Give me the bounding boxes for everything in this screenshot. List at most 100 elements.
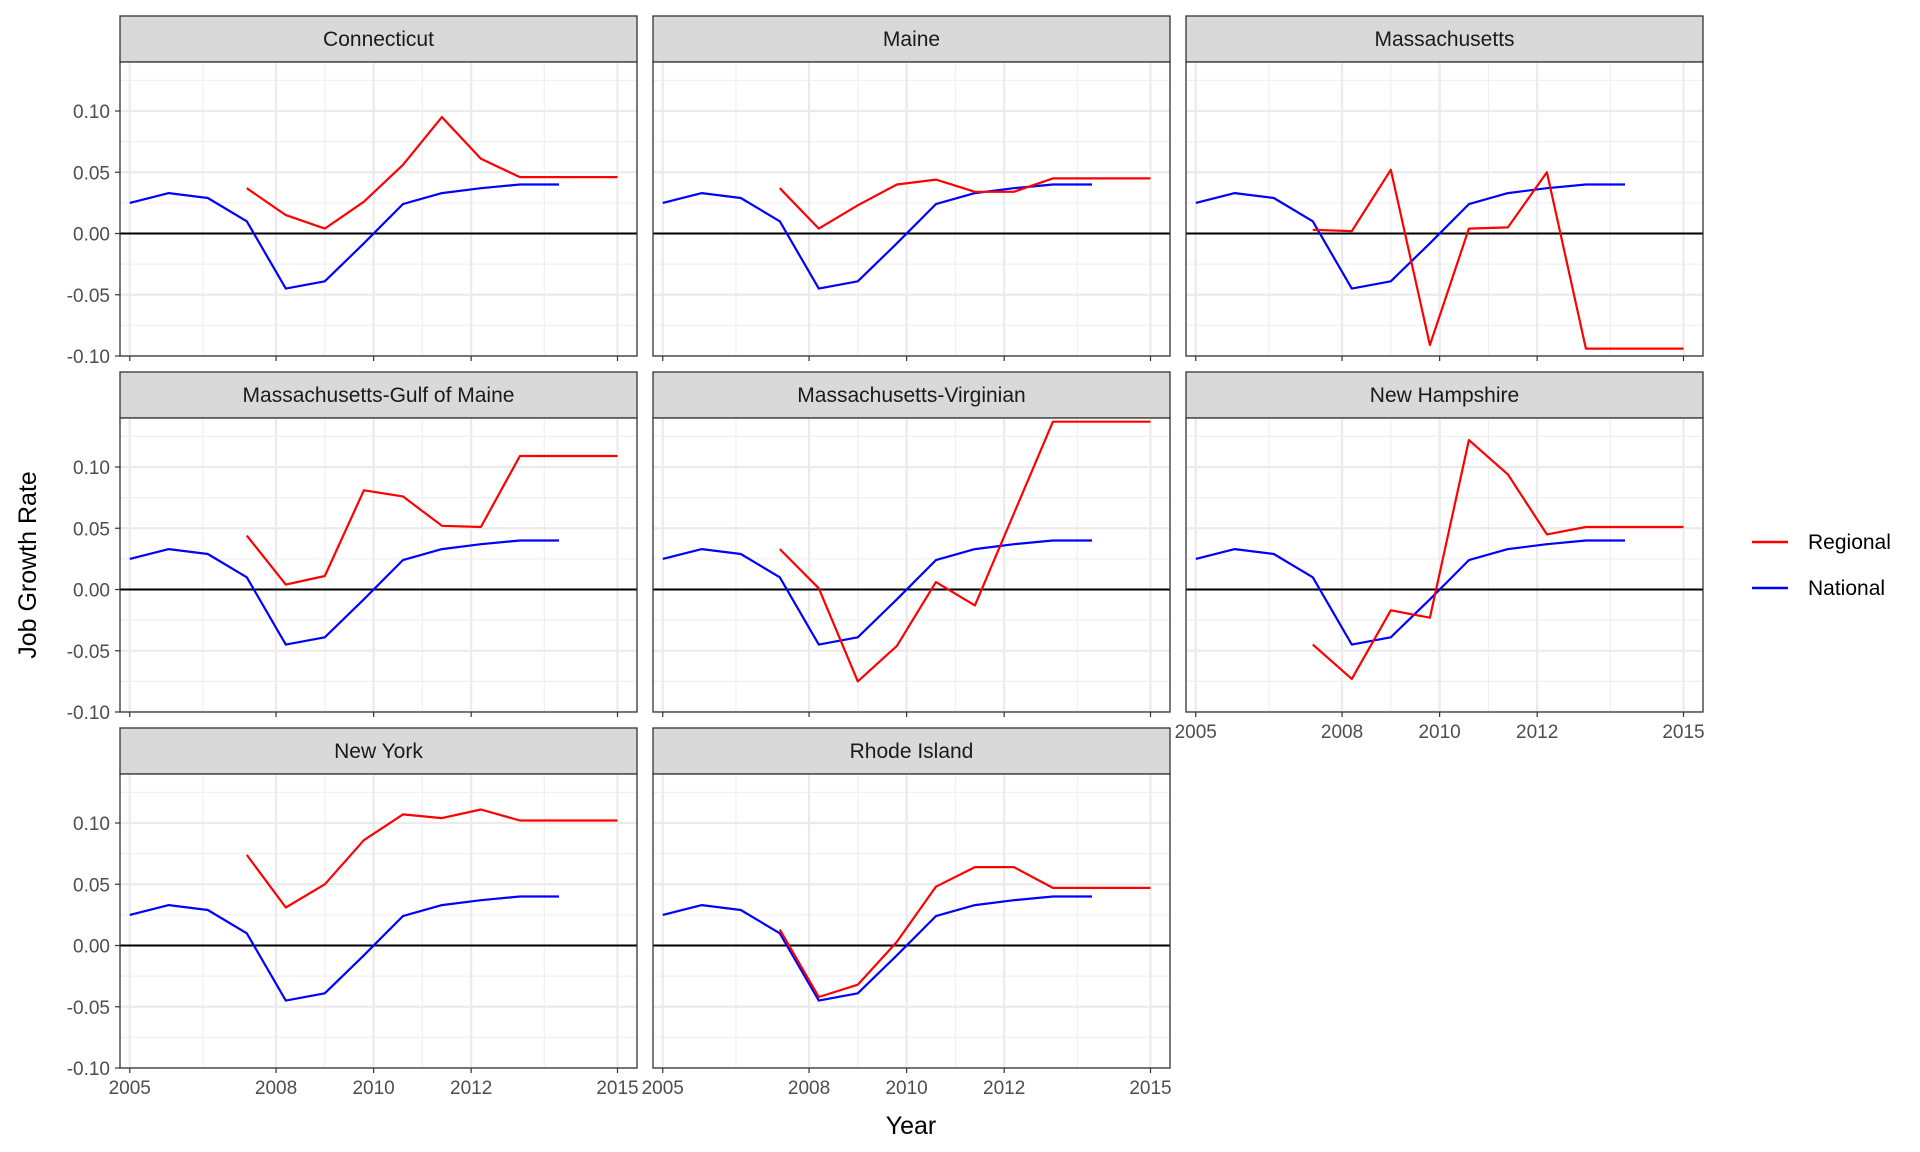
- panel-strip: [119, 727, 638, 775]
- x-tick-label: 2012: [450, 1078, 492, 1099]
- x-tick-label: 2008: [255, 1078, 297, 1099]
- panel-title: Connecticut: [323, 28, 434, 51]
- panel-border: [652, 417, 1171, 713]
- national-series-line: [129, 539, 559, 646]
- x-axis-title: Year: [886, 1112, 937, 1140]
- panel-new-york: New York 2005 2008 2010 2012 2015 -0.10 -0.05 0.…: [67, 727, 639, 1099]
- regional-series-line: [246, 115, 618, 230]
- panel-border: [652, 773, 1171, 1069]
- legend: Regional National: [1752, 531, 1891, 600]
- x-tick-label: 2010: [352, 1078, 394, 1099]
- plot-area: [653, 62, 1170, 356]
- panel-strip: [1185, 371, 1704, 419]
- x-tick-label: 2012: [1516, 722, 1558, 743]
- panel-title: Massachusetts: [1374, 28, 1514, 51]
- y-tick-label: 0.00: [73, 225, 110, 246]
- panel-massachusetts-gulf-of-maine: Massachusetts-Gulf of Maine -0.10 -0.05 0.0…: [67, 371, 638, 724]
- panel-maine: Maine: [652, 15, 1171, 361]
- plot-area: [120, 62, 637, 356]
- y-tick-label: 0.10: [73, 458, 110, 479]
- regional-series-line: [779, 177, 1151, 230]
- y-tick-label: -0.10: [67, 1059, 110, 1080]
- series-lines: [129, 454, 618, 646]
- y-tick-label: 0.10: [73, 814, 110, 835]
- plot-area: [1186, 62, 1703, 356]
- plot-area: [120, 774, 637, 1068]
- x-tick-label: 2010: [1418, 722, 1460, 743]
- series-lines: [129, 808, 618, 1002]
- plot-area: [1186, 418, 1703, 712]
- panel-rhode-island: Rhode Island 2005 2008 2010 2012 2015: [642, 727, 1172, 1099]
- plot-area: [653, 418, 1170, 712]
- panel-strip: [119, 15, 638, 63]
- panel-border: [1185, 417, 1704, 713]
- plot-area: [120, 418, 637, 712]
- panel-massachusetts: Massachusetts: [1185, 15, 1704, 361]
- national-series-line: [1195, 539, 1625, 646]
- x-tick-label: 2012: [983, 1078, 1025, 1099]
- regional-series-line: [245, 808, 618, 909]
- panel-strip: [652, 727, 1171, 775]
- series-lines: [662, 865, 1151, 1002]
- panel-title: New Hampshire: [1370, 384, 1519, 407]
- x-tick-label: 2005: [109, 1078, 151, 1099]
- series-lines: [1195, 168, 1684, 350]
- panel-title: Massachusetts-Gulf of Maine: [243, 384, 515, 407]
- national-series-line: [129, 895, 559, 1002]
- grid-lines: [1186, 418, 1703, 712]
- national-series-line: [662, 183, 1092, 290]
- y-tick-label: 0.05: [73, 163, 110, 184]
- series-lines: [129, 115, 618, 290]
- national-series-line: [129, 183, 559, 290]
- national-series-line: [662, 539, 1092, 646]
- panel-border: [119, 773, 638, 1069]
- x-tick-label: 2008: [788, 1078, 830, 1099]
- legend-label-national: National: [1808, 577, 1885, 600]
- y-tick-label: 0.00: [73, 937, 110, 958]
- y-tick-label: 0.10: [73, 102, 110, 123]
- panel-title: New York: [334, 740, 423, 763]
- regional-series-line: [1312, 168, 1684, 350]
- y-axis-title: Job Growth Rate: [14, 471, 42, 659]
- grid-lines: [653, 418, 1170, 712]
- regional-series-line: [778, 865, 1151, 999]
- x-tick-label: 2015: [1662, 722, 1704, 743]
- regional-series-line: [245, 454, 618, 586]
- panel-title: Maine: [883, 28, 940, 51]
- facet-panels: Connecticut -0.10 -0.05 0.00 0.05 0.10 Maine Ma…: [67, 15, 1705, 1099]
- y-tick-label: -0.05: [67, 998, 110, 1019]
- series-lines: [662, 177, 1151, 290]
- panel-title: Massachusetts-Virginian: [797, 384, 1025, 407]
- panel-border: [119, 417, 638, 713]
- panel-new-hampshire: New Hampshire 2005 2008 2010 2012 2015: [1175, 371, 1705, 743]
- y-tick-label: 0.05: [73, 519, 110, 540]
- panel-border: [119, 61, 638, 357]
- y-tick-label: -0.05: [67, 642, 110, 663]
- x-tick-label: 2015: [1129, 1078, 1171, 1099]
- x-tick-label: 2005: [1175, 722, 1217, 743]
- series-lines: [662, 420, 1151, 683]
- panel-border: [652, 61, 1171, 357]
- y-tick-label: 0.00: [73, 581, 110, 602]
- y-tick-label: -0.05: [67, 286, 110, 307]
- y-tick-label: -0.10: [67, 347, 110, 368]
- legend-label-regional: Regional: [1808, 531, 1891, 554]
- regional-series-line: [1312, 439, 1684, 681]
- panel-connecticut: Connecticut -0.10 -0.05 0.00 0.05 0.10: [67, 15, 638, 368]
- x-tick-label: 2010: [885, 1078, 927, 1099]
- legend-item-national: National: [1752, 577, 1885, 600]
- x-tick-label: 2008: [1321, 722, 1363, 743]
- series-lines: [1195, 439, 1684, 681]
- legend-item-regional: Regional: [1752, 531, 1891, 554]
- x-tick-label: 2005: [642, 1078, 684, 1099]
- panel-strip: [119, 371, 638, 419]
- panel-massachusetts-virginian: Massachusetts-Virginian: [652, 371, 1171, 717]
- national-series-line: [662, 895, 1092, 1002]
- x-tick-label: 2015: [596, 1078, 638, 1099]
- y-tick-label: -0.10: [67, 703, 110, 724]
- y-tick-label: 0.05: [73, 875, 110, 896]
- panel-border: [1185, 61, 1704, 357]
- panel-title: Rhode Island: [850, 740, 974, 763]
- regional-series-line: [779, 420, 1151, 683]
